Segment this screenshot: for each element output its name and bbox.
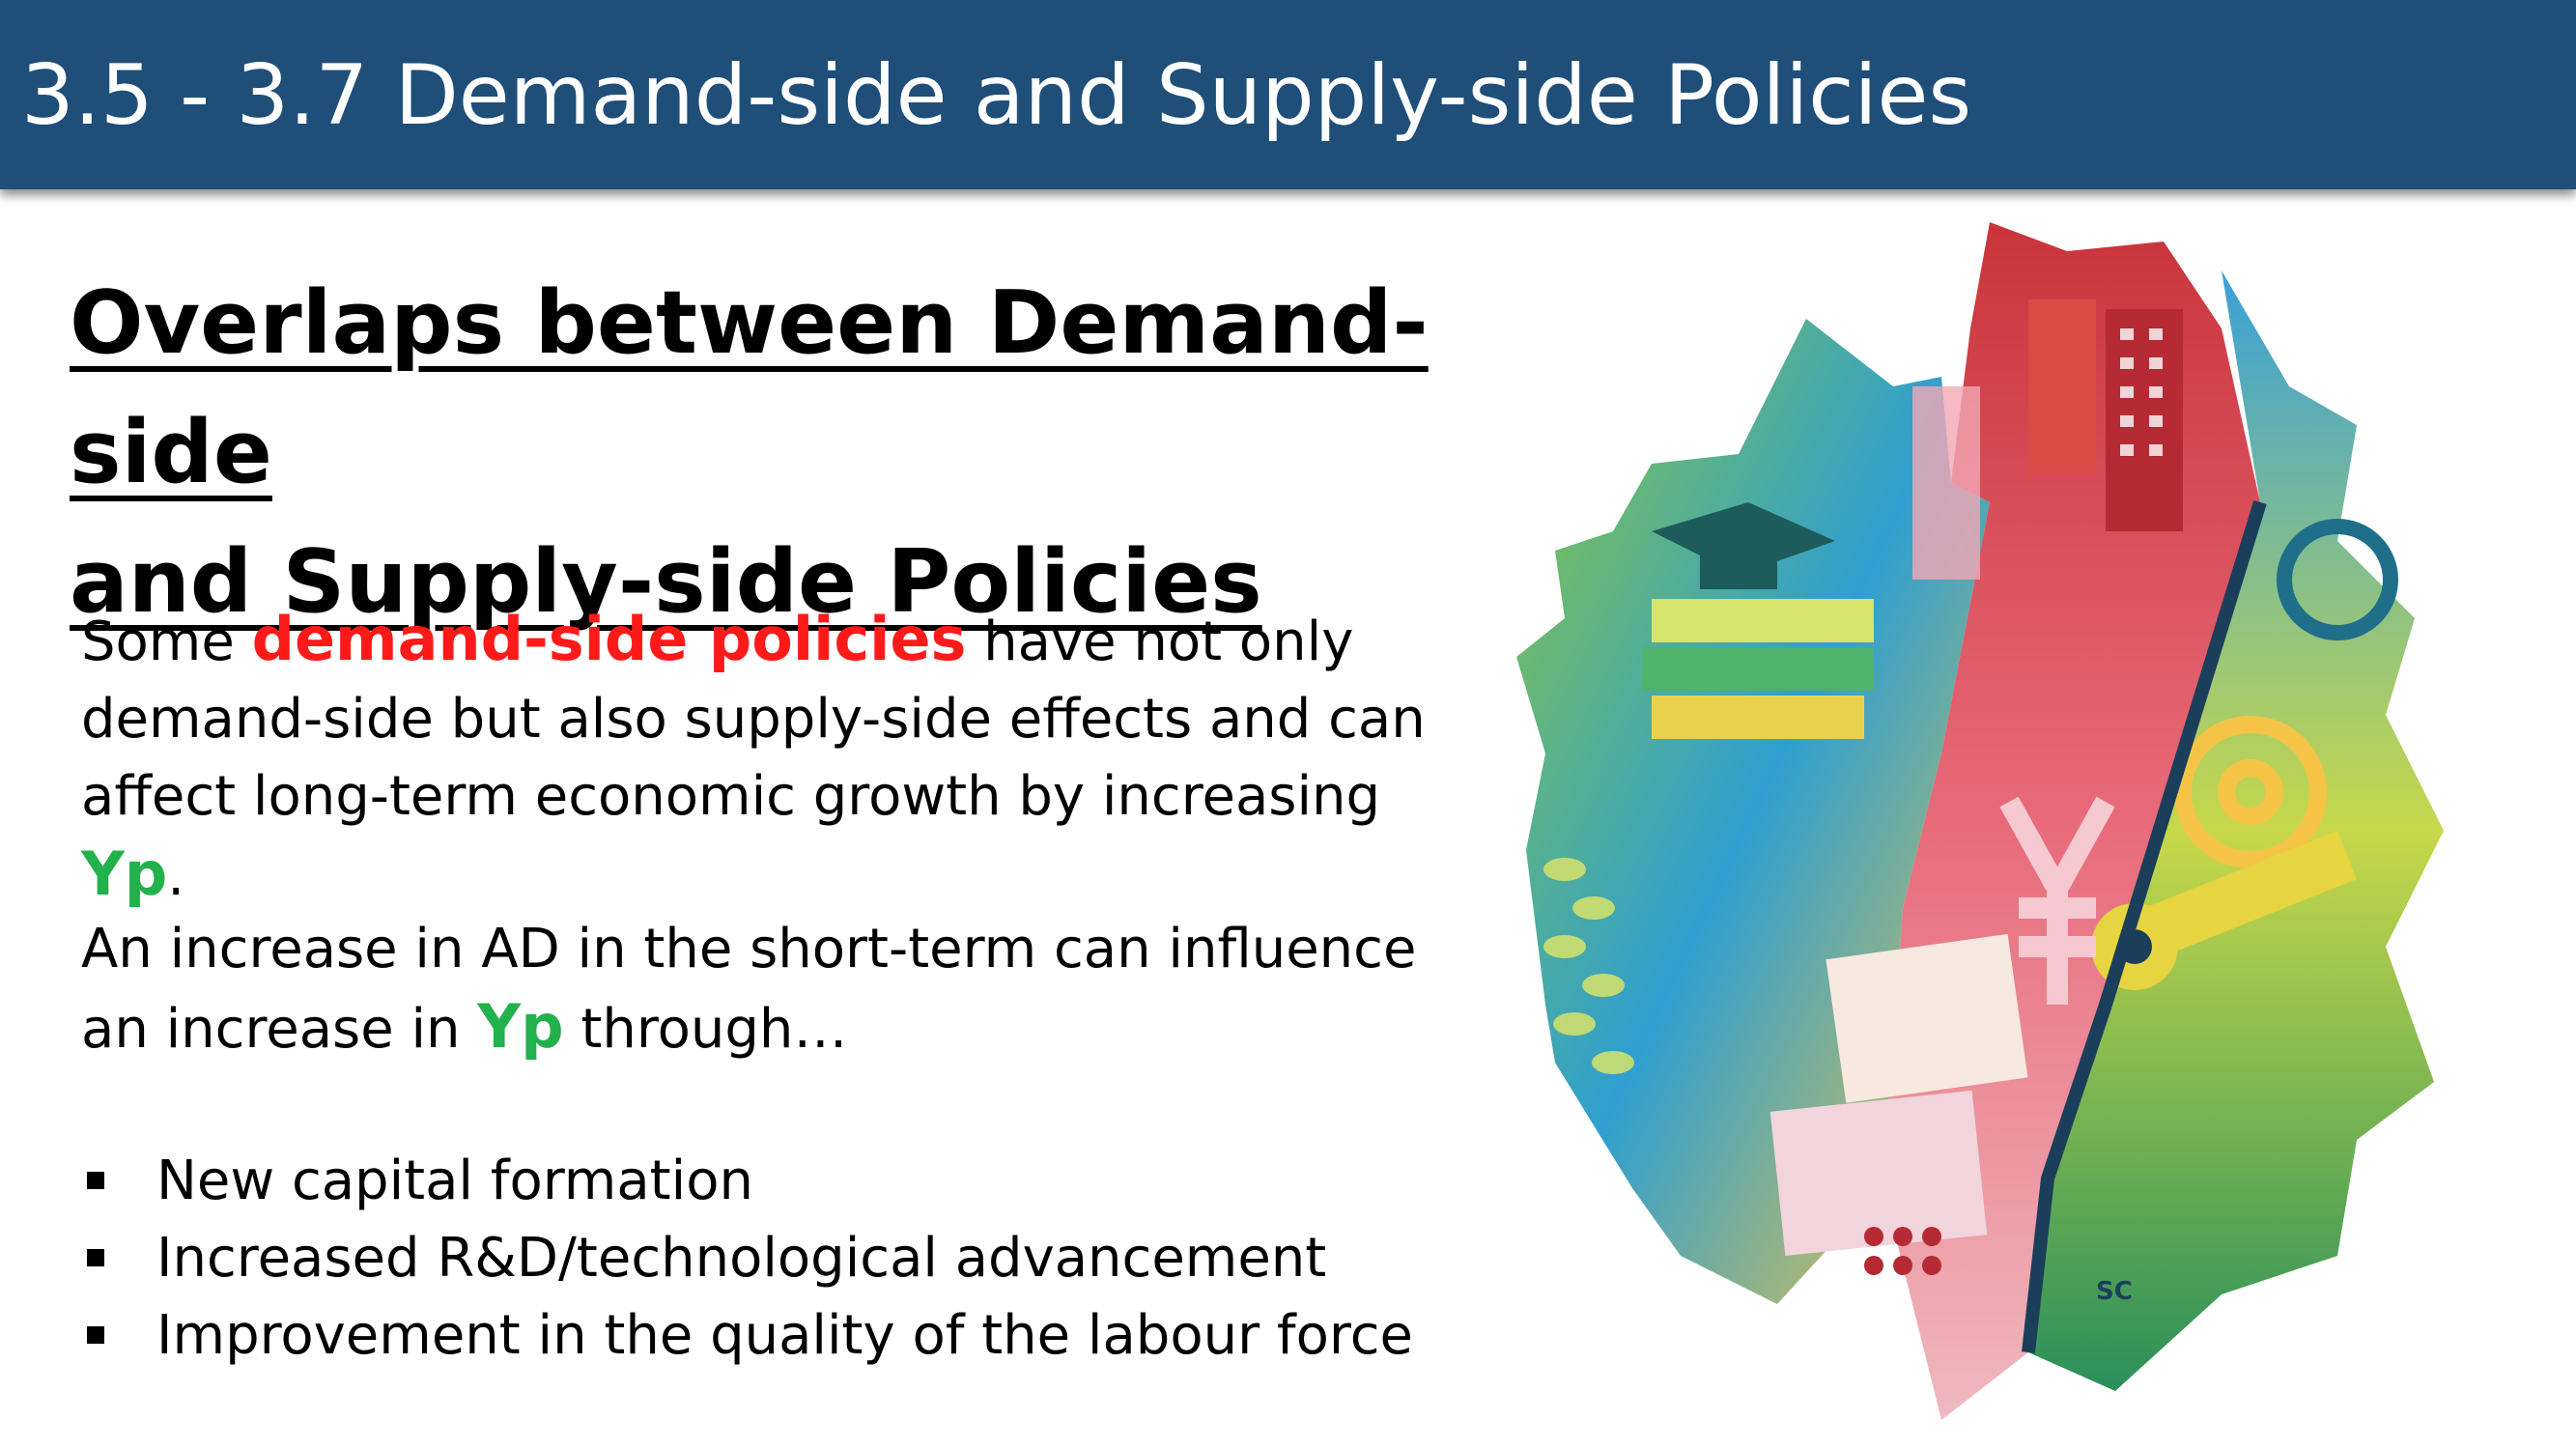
- p1-highlight-demand-side: demand-side policies: [251, 604, 967, 674]
- slide-heading: Overlaps between Demand-side and Supply-…: [70, 259, 1538, 647]
- bullet-text: Increased R&D/technological advancement: [156, 1227, 1327, 1290]
- p1-text-end: .: [167, 845, 185, 908]
- heading-line-2: and Supply-side Policies: [70, 531, 1262, 633]
- document-icon: [1769, 933, 2028, 1257]
- p2-text-start: An increase in AD in the short-term can …: [81, 918, 1417, 1061]
- bullet-square-icon: [87, 1326, 104, 1344]
- bullet-square-icon: [87, 1249, 104, 1266]
- bullet-item: Improvement in the quality of the labour…: [81, 1297, 1491, 1375]
- crops-pattern: [1543, 858, 1634, 1074]
- graduation-cap-icon: [1652, 502, 1835, 589]
- slide-title: 3.5 - 3.7 Demand-side and Supply-side Po…: [21, 47, 1972, 144]
- bullet-text: Improvement in the quality of the labour…: [156, 1304, 1413, 1367]
- artist-signature: SC: [2096, 1277, 2133, 1306]
- building: [2028, 299, 2096, 473]
- title-bar: 3.5 - 3.7 Demand-side and Supply-side Po…: [0, 0, 2576, 189]
- p1-text-start: Some: [81, 611, 252, 673]
- building-windows: [2120, 328, 2163, 456]
- bullet-list: New capital formation Increased R&D/tech…: [81, 1143, 1491, 1375]
- gear-body-right: [2028, 270, 2444, 1391]
- paragraph-2: An increase in AD in the short-term can …: [81, 911, 1491, 1068]
- building: [1912, 386, 1980, 580]
- p2-text-end: through…: [563, 998, 848, 1061]
- books-icon: [1642, 599, 1874, 739]
- typewriter-keys: [1864, 1227, 1941, 1275]
- bullet-text: New capital formation: [156, 1150, 753, 1212]
- heading-line-1: Overlaps between Demand-side: [70, 272, 1429, 503]
- p2-yp: Yp: [477, 991, 564, 1062]
- gear-divider: [2022, 499, 2267, 1353]
- bullet-item: Increased R&D/technological advancement: [81, 1220, 1491, 1297]
- bullet-item: New capital formation: [81, 1143, 1491, 1220]
- building: [2106, 309, 2183, 531]
- p1-text-middle: have not only demand-side but also suppl…: [81, 611, 1426, 828]
- gear-city-illustration: SC: [1516, 222, 2444, 1420]
- cog-icon: [2174, 716, 2327, 868]
- paragraph-1: Some demand-side policies have not only …: [81, 601, 1491, 916]
- p1-yp: Yp: [81, 838, 168, 909]
- yen-symbol-icon: [1999, 796, 2115, 1005]
- bullet-square-icon: [87, 1172, 104, 1189]
- cog-icon: [2277, 519, 2398, 640]
